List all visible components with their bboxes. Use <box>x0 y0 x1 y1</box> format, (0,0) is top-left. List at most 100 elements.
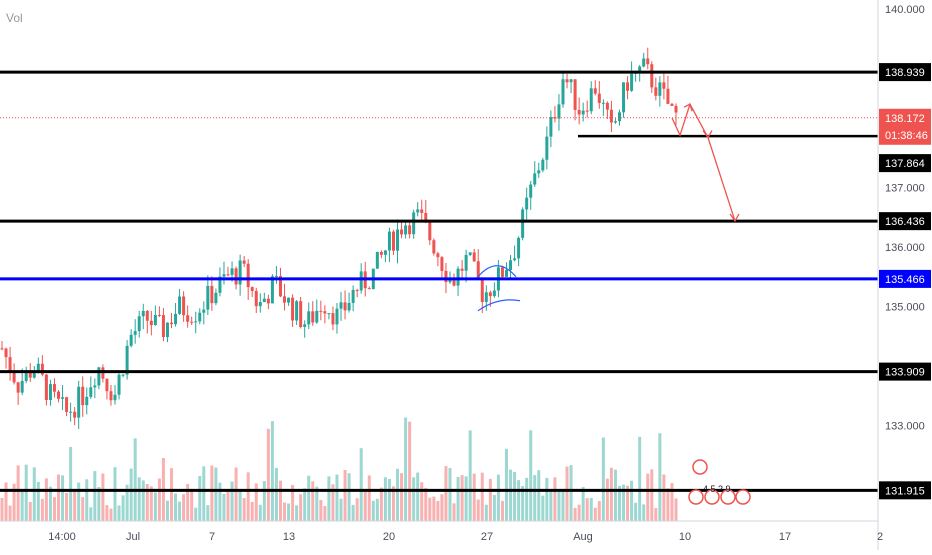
volume-bar <box>319 499 323 521</box>
candle-body <box>97 367 101 386</box>
volume-bar <box>73 489 77 521</box>
candle-body <box>630 73 634 91</box>
candle-body <box>218 276 222 293</box>
candle-body <box>222 274 226 277</box>
volume-bar <box>246 472 250 521</box>
volume-bar <box>335 474 339 521</box>
candle-body <box>299 301 303 328</box>
candle-body <box>81 386 85 406</box>
candle-body <box>444 270 448 283</box>
volume-bar <box>468 430 472 521</box>
candle-body <box>117 374 121 395</box>
candle-body <box>40 363 44 375</box>
volume-bar <box>355 498 359 521</box>
candle-body <box>206 285 210 310</box>
candle-body <box>525 197 529 210</box>
candle-body <box>367 288 371 290</box>
event-markers[interactable]: 4 5 2 9 <box>688 459 751 505</box>
volume-bar <box>650 469 654 521</box>
volume-bar <box>593 507 597 521</box>
candle-body <box>73 411 77 418</box>
candle-body <box>613 121 617 123</box>
flag-icon[interactable] <box>720 489 736 505</box>
volume-bar <box>674 498 678 521</box>
candle-body <box>250 287 254 292</box>
volume-bar <box>238 489 242 521</box>
flag-icon[interactable] <box>735 489 751 505</box>
volume-bar <box>396 468 400 521</box>
candle-body <box>65 397 69 412</box>
volume-bar <box>597 501 601 521</box>
volume-bar <box>65 492 69 521</box>
candle-body <box>210 285 214 304</box>
time-axis[interactable]: 14:00 Jul 7 13 20 27 Aug 10 17 2 <box>48 531 883 543</box>
candle-body <box>400 229 404 235</box>
volume-bars <box>0 417 678 521</box>
candle-body <box>202 309 206 313</box>
candle-body <box>456 268 460 286</box>
volume-bar <box>642 504 646 521</box>
volume-bar <box>367 475 371 521</box>
candle-body <box>258 302 262 307</box>
volume-bar <box>323 505 327 521</box>
volume-bar <box>61 475 65 521</box>
volume-bar <box>363 491 367 521</box>
volume-bar <box>186 484 190 521</box>
candle-body <box>145 310 149 321</box>
time-tick-label: 14:00 <box>48 531 76 543</box>
volume-bar <box>525 477 529 521</box>
candle-body <box>351 289 355 303</box>
candle-body <box>638 66 642 72</box>
candle-body <box>266 298 270 304</box>
volume-bar <box>28 502 32 521</box>
candle-body <box>416 209 420 213</box>
volume-bar <box>278 480 282 521</box>
volume-bar <box>81 497 85 521</box>
candle-body <box>278 275 282 297</box>
volume-bar <box>537 470 541 521</box>
volume-bar <box>178 501 182 521</box>
volume-bar <box>291 485 295 521</box>
volume-bar <box>12 483 16 521</box>
pattern-arc <box>477 299 521 312</box>
candle-body <box>44 374 48 400</box>
volume-bar <box>549 490 553 521</box>
volume-bar <box>375 498 379 521</box>
volume-bar <box>371 500 375 521</box>
volume-bar <box>182 494 186 521</box>
volume-bar <box>472 473 476 521</box>
volume-bar <box>391 486 395 521</box>
volume-bar <box>77 482 81 521</box>
level-price-label: 136.436 <box>885 216 925 228</box>
volume-bar <box>601 437 605 521</box>
arrow-head <box>683 103 693 112</box>
candle-body <box>565 79 569 83</box>
volume-bar <box>420 482 424 521</box>
flag-icon[interactable] <box>688 489 704 505</box>
candle-body <box>8 357 12 373</box>
candle-body <box>230 268 234 275</box>
volume-bar <box>500 500 504 521</box>
volume-bar <box>194 507 198 521</box>
volume-bar <box>452 503 456 521</box>
level-price-tag <box>879 362 931 381</box>
volume-bar <box>210 465 214 521</box>
volume-bar <box>48 486 52 521</box>
flag-icon[interactable] <box>704 489 720 505</box>
candle-body <box>137 316 141 332</box>
support-price-tag <box>879 154 931 173</box>
level-price-tag <box>879 481 931 500</box>
price-axis[interactable]: 138.939 136.436 135.466 133.909 131.915 137.8… <box>879 4 931 500</box>
candle-body <box>436 253 440 258</box>
volume-bar <box>541 495 545 521</box>
volume-bar <box>379 487 383 521</box>
flag-icon[interactable] <box>692 459 708 475</box>
candle-body <box>113 394 117 401</box>
horizontal-levels[interactable] <box>0 70 878 492</box>
volume-bar <box>331 484 335 521</box>
volume-bar <box>476 499 480 521</box>
candle-body <box>674 105 678 113</box>
volume-bar <box>666 488 670 521</box>
